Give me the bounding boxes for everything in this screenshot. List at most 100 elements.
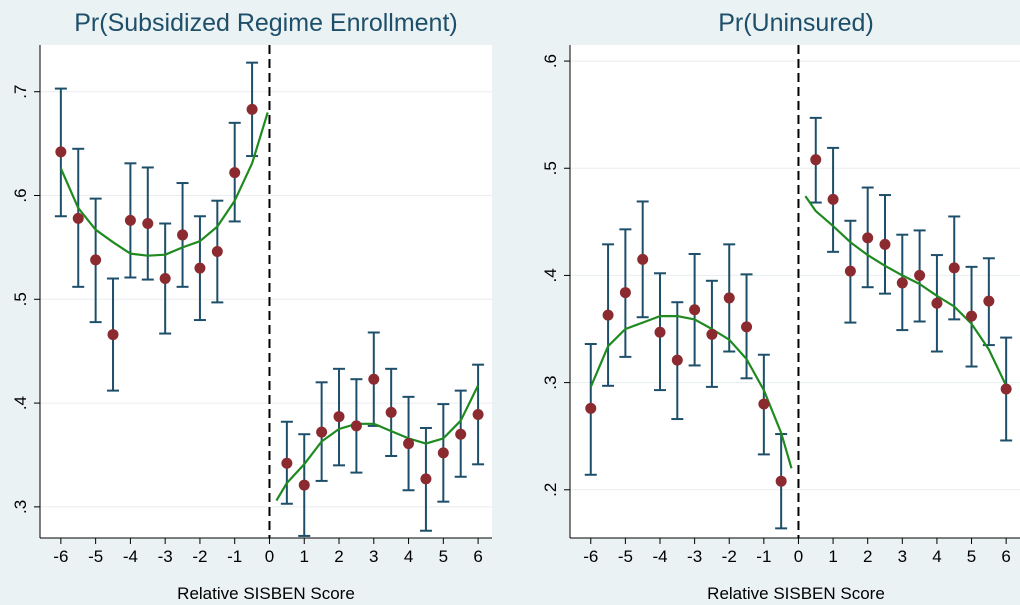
x-tick-label: 4 <box>932 547 941 566</box>
x-tick-label: 2 <box>863 547 872 566</box>
y-tick-label: .5 <box>541 161 560 175</box>
data-point <box>368 373 380 385</box>
x-tick-label: -6 <box>53 547 68 566</box>
x-tick-label: 0 <box>265 547 274 566</box>
data-point <box>637 253 649 265</box>
y-tick-label: .6 <box>541 54 560 68</box>
data-point <box>827 193 839 205</box>
x-tick-label: 2 <box>334 547 343 566</box>
panel-uninsured: .2 .3 .4 .5 .6 -6 -5 -4 -3 -2 -1 0 1 2 3 4 5 6 Pr(Uninsu… <box>541 9 1020 603</box>
data-point <box>896 277 908 289</box>
data-point <box>107 329 119 341</box>
data-point <box>810 154 822 166</box>
data-points <box>55 103 484 491</box>
x-tick-labels: -6 -5 -4 -3 -2 -1 0 1 2 3 4 5 6 <box>40 537 492 566</box>
data-point <box>385 406 397 418</box>
y-tick-label: .6 <box>11 188 30 202</box>
data-point <box>246 103 258 115</box>
y-tick-labels: .2 .3 .4 .5 .6 <box>541 45 571 538</box>
fit-curves <box>59 112 480 502</box>
y-tick-label: .3 <box>11 500 30 514</box>
data-point <box>72 212 84 224</box>
data-point <box>758 398 770 410</box>
data-point <box>654 326 666 338</box>
y-tick-labels: .3 .4 .5 .6 .7 <box>11 45 41 538</box>
plot-region <box>570 45 1020 538</box>
data-point <box>90 254 102 266</box>
x-tick-label: -4 <box>652 547 667 566</box>
x-tick-label: -3 <box>687 547 702 566</box>
x-axis-label: Relative SISBEN Score <box>177 584 355 603</box>
data-point <box>775 475 787 487</box>
data-point <box>706 328 718 340</box>
grid-lines <box>570 60 1020 491</box>
data-point <box>914 269 926 281</box>
x-tick-label: -4 <box>123 547 138 566</box>
data-point <box>298 479 310 491</box>
data-point <box>316 426 328 438</box>
fit-curve <box>275 384 480 502</box>
data-point <box>229 167 241 179</box>
data-point <box>159 273 171 285</box>
panel-title: Pr(Uninsured) <box>718 9 874 37</box>
fit-curve <box>804 195 1008 387</box>
x-tick-label: -2 <box>192 547 207 566</box>
data-point <box>420 473 432 485</box>
data-point <box>350 420 362 432</box>
data-point <box>983 295 995 307</box>
x-tick-label: 1 <box>300 547 309 566</box>
x-tick-label: -3 <box>158 547 173 566</box>
data-point <box>1000 383 1012 395</box>
data-point <box>333 411 345 423</box>
x-tick-label: 3 <box>898 547 907 566</box>
x-tick-label: -1 <box>756 547 771 566</box>
y-tick-label: .3 <box>541 376 560 390</box>
fit-curves <box>589 195 1008 469</box>
x-tick-label: -1 <box>227 547 242 566</box>
fit-curve <box>589 315 793 469</box>
data-point <box>142 218 154 230</box>
y-tick-label: .4 <box>541 268 560 282</box>
data-point <box>585 402 597 414</box>
data-points <box>585 154 1012 487</box>
fit-curve <box>59 112 269 257</box>
data-point <box>844 265 856 277</box>
data-point <box>671 354 683 366</box>
data-point <box>455 428 467 440</box>
data-point <box>602 309 614 321</box>
x-tick-label: -6 <box>583 547 598 566</box>
y-tick-label: .4 <box>11 396 30 410</box>
x-tick-labels: -6 -5 -4 -3 -2 -1 0 1 2 3 4 5 6 <box>570 537 1020 566</box>
x-tick-label: 5 <box>439 547 448 566</box>
x-axis-label: Relative SISBEN Score <box>707 584 885 603</box>
data-point <box>211 246 223 258</box>
data-point <box>619 287 631 299</box>
y-tick-label: .2 <box>541 483 560 497</box>
x-tick-label: 3 <box>369 547 378 566</box>
data-point <box>879 238 891 250</box>
data-point <box>177 229 189 241</box>
data-point <box>472 408 484 420</box>
y-tick-label: .5 <box>11 292 30 306</box>
x-tick-label: 6 <box>1001 547 1010 566</box>
data-point <box>403 438 415 450</box>
data-point <box>741 321 753 333</box>
y-tick-label: .7 <box>11 85 30 99</box>
data-point <box>723 292 735 304</box>
data-point <box>194 262 206 274</box>
x-tick-label: -5 <box>88 547 103 566</box>
x-tick-label: 0 <box>794 547 803 566</box>
x-tick-label: -5 <box>618 547 633 566</box>
data-point <box>862 232 874 244</box>
panel-title: Pr(Subsidized Regime Enrollment) <box>74 9 457 37</box>
data-point <box>281 457 293 469</box>
x-tick-label: 4 <box>404 547 413 566</box>
data-point <box>437 447 449 459</box>
data-point <box>966 310 978 322</box>
data-point <box>948 262 960 274</box>
grid-lines <box>40 91 492 508</box>
x-tick-label: 6 <box>473 547 482 566</box>
data-point <box>931 297 943 309</box>
x-tick-label: 5 <box>967 547 976 566</box>
